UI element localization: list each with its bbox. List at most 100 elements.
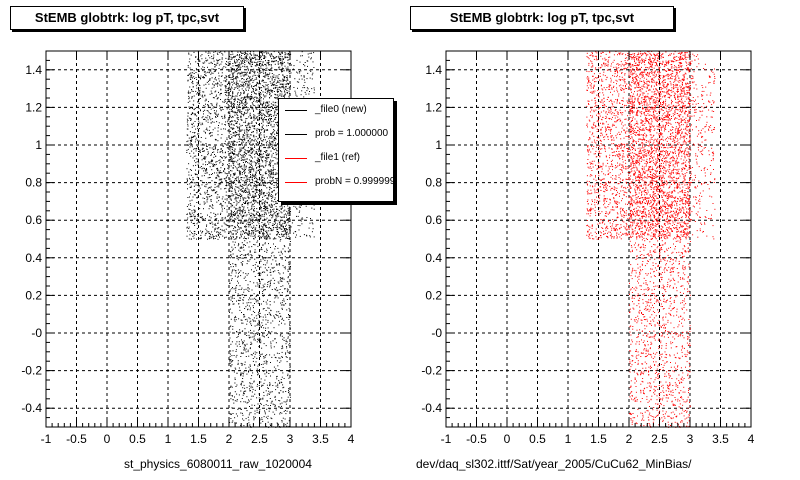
data-point <box>209 117 211 119</box>
data-point <box>216 98 218 100</box>
data-point <box>277 228 279 230</box>
data-point <box>233 355 235 356</box>
data-point <box>269 192 271 194</box>
data-point <box>275 201 277 203</box>
data-point <box>189 92 191 94</box>
data-point <box>259 312 261 314</box>
data-point <box>265 319 267 321</box>
data-point <box>238 243 240 245</box>
data-point <box>260 159 262 161</box>
data-point <box>308 227 310 229</box>
data-point <box>246 129 248 131</box>
data-point <box>221 92 222 94</box>
data-point <box>198 151 200 153</box>
data-point <box>283 79 285 81</box>
data-point <box>263 136 265 138</box>
data-point <box>222 67 224 69</box>
data-point <box>275 214 277 216</box>
data-point <box>234 114 236 116</box>
data-point <box>232 188 233 190</box>
data-point <box>222 163 224 165</box>
data-point <box>238 136 240 138</box>
data-point <box>244 132 246 134</box>
data-point <box>261 228 263 230</box>
data-point <box>256 130 258 132</box>
data-point <box>277 121 279 123</box>
data-point <box>255 201 257 203</box>
data-point <box>215 163 217 165</box>
data-point <box>243 202 245 204</box>
data-point <box>227 119 229 121</box>
data-point <box>219 159 221 161</box>
data-point <box>255 136 257 138</box>
data-point <box>225 85 227 87</box>
data-point <box>231 136 233 138</box>
data-point <box>272 139 274 141</box>
data-point <box>219 94 221 96</box>
data-point <box>231 128 233 130</box>
data-point <box>238 202 240 204</box>
data-point <box>202 91 204 93</box>
data-point <box>275 75 277 77</box>
data-point <box>200 78 201 80</box>
data-point <box>196 174 198 176</box>
data-point <box>268 62 270 63</box>
data-point <box>220 110 222 112</box>
data-point <box>263 216 265 218</box>
data-point <box>271 89 273 91</box>
data-point <box>260 129 262 131</box>
data-point <box>291 222 293 224</box>
data-point <box>308 203 310 205</box>
data-point <box>227 123 229 124</box>
data-point <box>227 167 229 169</box>
data-point <box>243 106 245 108</box>
data-point <box>276 185 278 187</box>
data-point <box>252 75 254 77</box>
data-point <box>212 107 214 109</box>
data-point <box>193 189 195 191</box>
data-point <box>256 54 258 56</box>
data-point <box>287 208 289 210</box>
data-point <box>241 119 243 121</box>
data-point <box>197 129 199 131</box>
data-point <box>226 209 228 211</box>
data-point <box>230 95 232 97</box>
data-point <box>248 230 250 232</box>
data-point <box>271 116 272 117</box>
data-point <box>233 402 235 404</box>
data-point <box>278 311 280 313</box>
data-point <box>241 167 243 169</box>
data-point <box>255 171 257 173</box>
data-point <box>234 172 236 174</box>
data-point <box>247 107 249 108</box>
data-point <box>291 64 292 66</box>
data-point <box>273 157 275 158</box>
data-point <box>289 264 291 266</box>
data-point <box>269 136 271 138</box>
data-point <box>281 204 283 206</box>
data-point <box>264 160 266 162</box>
data-point <box>248 334 250 336</box>
data-point <box>283 76 285 78</box>
data-point <box>218 64 220 66</box>
data-point <box>262 80 264 82</box>
data-point <box>286 210 288 212</box>
data-point <box>257 383 258 385</box>
data-point <box>271 135 273 137</box>
data-point <box>252 57 254 59</box>
data-point <box>262 295 264 297</box>
data-point <box>246 71 248 73</box>
data-point <box>200 77 202 79</box>
data-point <box>258 67 260 69</box>
data-point <box>242 187 244 189</box>
data-point <box>262 61 264 63</box>
data-point <box>242 187 244 189</box>
data-point <box>272 132 274 134</box>
data-point <box>231 153 233 154</box>
data-point <box>235 230 237 232</box>
data-point <box>256 219 258 221</box>
data-point <box>230 138 231 140</box>
data-point <box>293 65 295 67</box>
data-point <box>252 196 254 198</box>
data-point <box>283 206 285 208</box>
